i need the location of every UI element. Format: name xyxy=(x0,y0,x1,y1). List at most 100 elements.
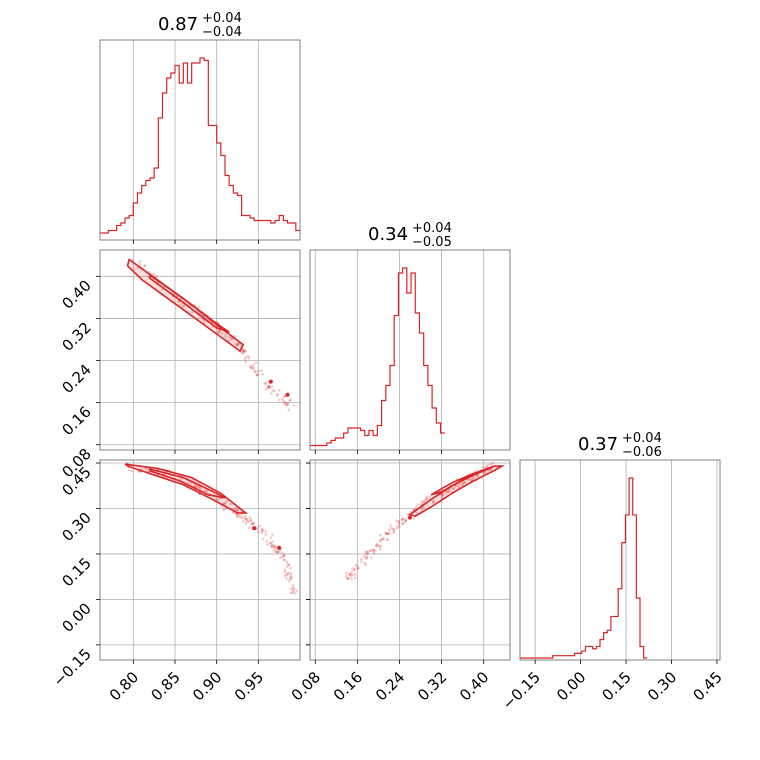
pair-2-sample xyxy=(468,477,472,481)
pair-2-sample xyxy=(370,556,373,559)
pair-2-sample xyxy=(348,572,351,576)
pair-1-sample xyxy=(286,565,289,568)
pair-1-sample xyxy=(283,568,287,572)
pair-2-sample xyxy=(353,568,356,571)
pair-1-sample xyxy=(198,485,201,489)
pair-2-sample xyxy=(461,482,465,486)
x-tick-label-1-2: 0.24 xyxy=(372,668,408,704)
pair-1-sample xyxy=(282,554,286,558)
pair-0-sample xyxy=(182,304,185,308)
pair-0-sample xyxy=(249,365,252,368)
pair-1-dot-1 xyxy=(277,545,282,550)
pair-1-sample xyxy=(282,558,286,562)
pair-2-sample xyxy=(422,500,426,503)
pair-1-sample xyxy=(261,530,265,533)
pair-2-sample xyxy=(432,500,435,504)
pair-2-sample xyxy=(369,549,372,552)
hist-1-title-minus: −0.05 xyxy=(412,235,452,250)
pair-1-sample xyxy=(269,536,273,539)
pair-0-sample xyxy=(281,397,284,401)
pair-2-sample xyxy=(356,567,360,570)
x-tick-label-2-3: 0.30 xyxy=(644,668,680,704)
pair-2-sample xyxy=(392,530,396,533)
pair-2-sample xyxy=(354,572,357,576)
pair-2-sample xyxy=(463,481,466,484)
x-tick-label-0-3: 0.95 xyxy=(231,668,267,704)
pair-0-sample xyxy=(143,264,147,268)
y-tick-label-1-3: 0.32 xyxy=(58,319,94,355)
pair-1-sample xyxy=(261,528,264,532)
pair-1-sample xyxy=(295,589,299,593)
pair-1-sample xyxy=(287,563,291,567)
pair-2-sample xyxy=(422,501,426,504)
pair-0-sample xyxy=(271,385,274,389)
pair-2-sample xyxy=(345,576,349,580)
pair-1-sample xyxy=(205,489,209,493)
pair-2-sample xyxy=(401,517,405,520)
pair-2-sample xyxy=(488,463,491,467)
pair-2-sample xyxy=(451,487,455,490)
pair-2-sample xyxy=(441,493,444,496)
pair-1-sample xyxy=(196,486,200,489)
title-value: 0.37 xyxy=(578,434,618,455)
pair-2-sample xyxy=(387,532,391,535)
pair-0-sample xyxy=(267,386,271,390)
pair-2-sample xyxy=(391,527,395,531)
pair-1-sample xyxy=(291,591,294,594)
pair-1-sample xyxy=(290,577,293,580)
pair-0-sample xyxy=(283,402,287,405)
pair-1-sample xyxy=(247,519,250,523)
pair-2-sample xyxy=(420,508,424,512)
pair-1-sample xyxy=(224,507,228,510)
pair-1-sample xyxy=(229,502,232,506)
pair-1-sample xyxy=(235,508,238,512)
pair-2-sample xyxy=(415,510,418,514)
hist-0-title-minus: −0.04 xyxy=(202,25,242,40)
hist-0-frame xyxy=(99,39,301,241)
pair-2-sample xyxy=(366,550,370,553)
hist-2-title-plus: +0.04 xyxy=(622,431,662,446)
pair-0-sample xyxy=(241,348,244,352)
pair-0-sample xyxy=(247,356,251,360)
pair-1-sample xyxy=(274,546,278,550)
pair-2-sample xyxy=(345,571,348,575)
pair-2-sample xyxy=(425,495,429,499)
pair-0-sample xyxy=(266,385,270,388)
pair-1-sample xyxy=(217,498,220,502)
pair-1-sample xyxy=(272,543,275,547)
x-tick-label-1-4: 0.40 xyxy=(456,668,492,704)
pair-0-sample xyxy=(230,338,233,341)
pair-1-sample xyxy=(266,543,269,546)
pair-0-sample xyxy=(263,381,266,385)
pair-0-sample xyxy=(179,303,182,306)
pair-0-sample xyxy=(261,373,265,376)
pair-0-sample xyxy=(249,365,253,368)
pair-0-sample xyxy=(197,305,200,309)
pair-0-sample xyxy=(244,360,248,364)
pair-1-sample xyxy=(268,541,272,545)
pair-1-sample xyxy=(248,516,252,519)
pair-0-sample xyxy=(218,329,222,333)
pair-1-sample xyxy=(264,530,268,533)
pair-2-sample xyxy=(345,574,348,578)
pair-2-sample xyxy=(395,519,398,522)
pair-2-frame xyxy=(309,459,511,661)
pair-1-sample xyxy=(270,544,274,547)
pair-2-sample xyxy=(415,505,418,509)
pair-1-sample xyxy=(248,526,251,530)
pair-1-frame xyxy=(99,459,301,661)
pair-1-sample xyxy=(204,489,207,492)
x-tick-label-2-2: 0.15 xyxy=(599,668,635,704)
y-tick-label-1-1: 0.16 xyxy=(58,403,94,439)
pair-0-frame xyxy=(99,249,301,451)
pair-2-sample xyxy=(388,528,391,532)
pair-1-sample xyxy=(244,518,248,521)
pair-0-sample xyxy=(276,393,280,396)
pair-1-sample xyxy=(252,521,256,525)
pair-1-sample xyxy=(274,545,277,548)
pair-1-sample xyxy=(291,586,295,590)
pair-0-sample xyxy=(255,373,258,376)
pair-1-sample xyxy=(245,517,249,521)
y-tick-label-1-2: 0.24 xyxy=(58,361,94,397)
title-value: 0.34 xyxy=(368,224,408,245)
